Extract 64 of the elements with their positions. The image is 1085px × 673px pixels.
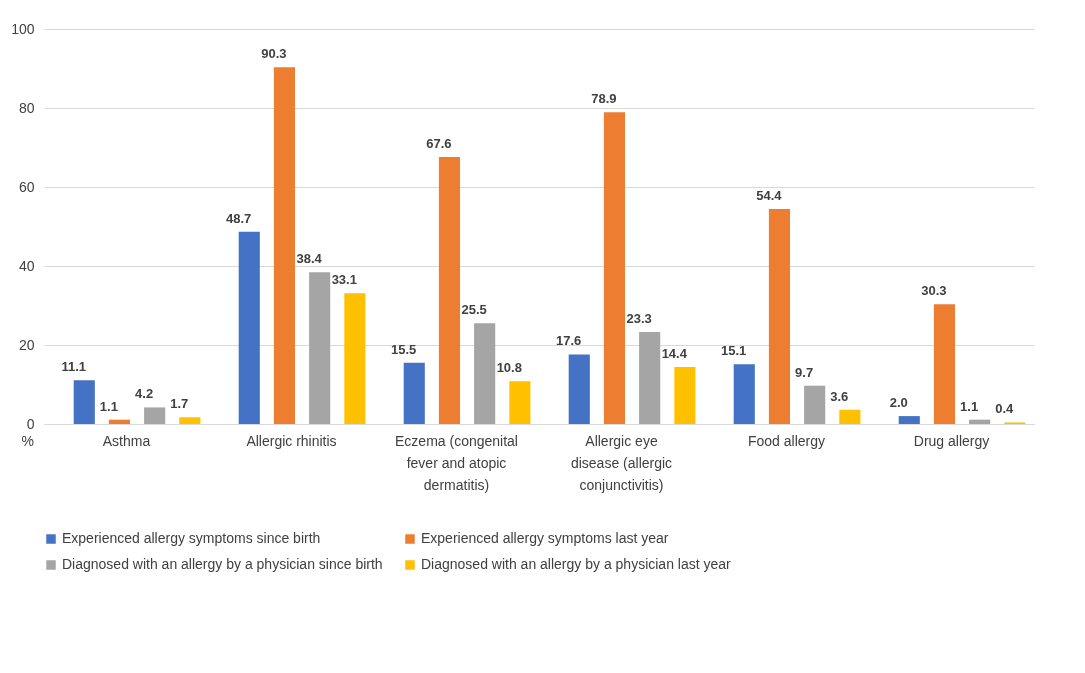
data-label: 67.6 [426, 135, 452, 151]
bar [768, 209, 791, 424]
x-tick-label: Asthma [102, 432, 151, 449]
data-label: 1.7 [170, 396, 189, 412]
legend-label: Diagnosed with an allergy by a physician since birth [62, 556, 383, 572]
legend-label: Diagnosed with an allergy by a physician last year [421, 556, 732, 572]
bar [568, 354, 590, 424]
data-label: 3.6 [830, 388, 849, 404]
data-label: 1.1 [99, 398, 118, 414]
bar [733, 364, 755, 424]
bar [674, 367, 696, 424]
data-label: 48.7 [226, 210, 252, 226]
bar [839, 409, 861, 424]
bar [344, 293, 366, 424]
data-label: 78.9 [591, 91, 617, 107]
bar [804, 385, 826, 424]
x-tick-label: Food allergy [747, 432, 826, 449]
legend-label: Experienced allergy symptoms last year [421, 530, 669, 546]
bar [639, 331, 661, 424]
bar [179, 417, 201, 424]
data-label: 33.1 [331, 272, 357, 288]
data-label: 14.4 [661, 346, 688, 362]
bar [603, 112, 626, 424]
data-label: 15.5 [391, 341, 417, 357]
bar [108, 419, 131, 424]
data-label: 15.1 [721, 343, 747, 359]
y-tick-label: 100 [11, 20, 35, 37]
x-tick-label: Allergic eye disease (allergic conjunctivitis) [570, 432, 673, 493]
y-tick-label: 20 [18, 336, 35, 353]
bar [273, 67, 296, 424]
bar [73, 380, 95, 424]
bar [933, 304, 956, 424]
data-label: 38.4 [296, 251, 323, 267]
data-label: 11.1 [61, 359, 86, 375]
y-tick-label: 60 [18, 178, 35, 195]
data-label: 0.4 [995, 401, 1015, 417]
y-axis-title: % [21, 433, 34, 449]
bar [309, 272, 331, 424]
y-tick-label: 80 [18, 99, 35, 116]
x-tick-label: Eczema (congenital fever and atopic dermatitis) [395, 432, 518, 493]
data-label: 4.2 [135, 386, 154, 402]
bar [898, 416, 920, 424]
data-label: 54.4 [756, 188, 783, 204]
bar [403, 362, 425, 424]
data-label: 25.5 [461, 302, 487, 318]
bar [969, 419, 991, 424]
bar [238, 231, 260, 424]
data-label: 2.0 [889, 395, 908, 411]
data-label: 23.3 [626, 310, 652, 326]
data-label: 9.7 [795, 364, 814, 380]
bar [474, 323, 496, 424]
bar [144, 407, 166, 424]
data-label: 10.8 [496, 360, 522, 376]
legend-label: Experienced allergy symptoms since birth [62, 530, 321, 546]
x-tick-label: Drug allergy [913, 432, 990, 449]
data-label: 30.3 [921, 283, 947, 299]
x-tick-label: Allergic rhinitis [246, 432, 337, 449]
data-label: 17.6 [556, 333, 582, 349]
bar [509, 381, 531, 424]
bar [438, 156, 461, 424]
y-tick-label: 40 [18, 257, 35, 274]
data-label: 90.3 [261, 46, 287, 62]
y-tick-label: 0 [26, 415, 35, 432]
data-label: 1.1 [960, 398, 979, 414]
